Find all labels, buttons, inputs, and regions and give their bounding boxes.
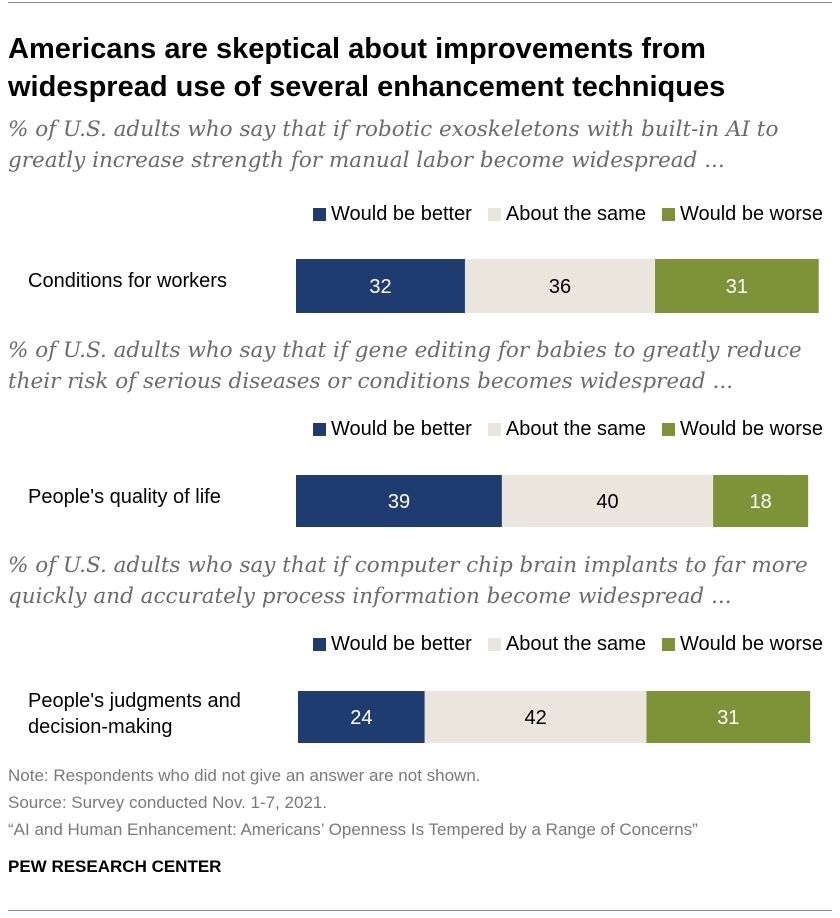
panel-3-subtitle-line-2: quickly and accurately process informati…	[8, 584, 732, 609]
pew-research-center-logo: PEW RESEARCH CENTER	[8, 857, 222, 876]
panel-1-subtitle: % of U.S. adults who say that if robotic…	[8, 114, 834, 176]
legend-label-same: About the same	[505, 202, 646, 225]
panel-3-stacked-bar: 24 42 31	[298, 691, 811, 743]
panel-1-stacked-bar: 32 36 31	[296, 259, 819, 313]
legend-swatch-better	[313, 207, 327, 221]
panel-1-subtitle-line-2: greatly increase strength for manual lab…	[8, 148, 725, 173]
panel-3-subtitle-line-1: % of U.S. adults who say that if compute…	[8, 553, 808, 578]
bottom-rule	[8, 910, 832, 911]
bar-segment-same	[464, 259, 656, 313]
panel-2-subtitle: % of U.S. adults who say that if gene ed…	[8, 335, 834, 397]
panel-2-legend: Would be better About the same Would be …	[297, 417, 823, 441]
panel-1-legend: Would be better About the same Would be …	[297, 202, 823, 226]
legend-label-worse: Would be worse	[679, 202, 823, 225]
legend-swatch-better	[313, 637, 327, 651]
panel-2-category-label: People's quality of life	[28, 486, 221, 508]
data-label-better: 24	[350, 707, 372, 729]
bar-segment-worse	[655, 259, 819, 313]
legend-item-better: Would be better	[313, 633, 472, 656]
report-title-text: “AI and Human Enhancement: Americans’ Op…	[8, 820, 698, 839]
legend-item-better: Would be better	[313, 418, 472, 441]
panel-2-subtitle-line-1: % of U.S. adults who say that if gene ed…	[8, 338, 802, 363]
bar-segment-same	[501, 475, 714, 527]
legend-item-worse: Would be worse	[661, 632, 823, 656]
legend-item-worse: Would be worse	[661, 417, 823, 441]
title-line-2: widespread use of several enhancement te…	[8, 71, 726, 103]
data-label-better: 39	[388, 491, 410, 513]
panel-2-stacked-bar: 39 40 18	[296, 475, 809, 527]
chart-title: Americans are skeptical about improvemen…	[8, 30, 834, 106]
bar-segment-better	[298, 691, 425, 743]
legend-item-same: About the same	[487, 632, 646, 656]
data-label-worse: 31	[717, 707, 739, 729]
legend-swatch-worse	[661, 637, 675, 651]
note-text: Note: Respondents who did not give an an…	[8, 766, 481, 785]
panel-3-subtitle: % of U.S. adults who say that if compute…	[8, 550, 834, 612]
data-label-same: 36	[549, 276, 571, 298]
legend-item-same: About the same	[487, 417, 646, 441]
legend-item-same: About the same	[487, 202, 646, 226]
legend-label-worse: Would be worse	[679, 632, 823, 655]
legend-label-same: About the same	[505, 417, 646, 440]
legend-label-better: Would be better	[331, 417, 472, 440]
data-label-worse: 18	[750, 491, 772, 513]
legend-label-better: Would be better	[331, 632, 472, 655]
bar-segment-better	[296, 259, 465, 313]
legend-swatch-same	[487, 422, 501, 436]
panel-1-subtitle-line-1: % of U.S. adults who say that if robotic…	[8, 117, 779, 142]
top-rule	[8, 2, 832, 3]
data-label-better: 32	[369, 276, 391, 298]
source-text: Source: Survey conducted Nov. 1-7, 2021.	[8, 793, 328, 812]
data-label-same: 42	[524, 707, 546, 729]
data-label-same: 40	[596, 491, 618, 513]
panel-3-category-line-2: decision-making	[28, 716, 173, 738]
legend-label-worse: Would be worse	[679, 417, 823, 440]
legend-item-better: Would be better	[313, 203, 472, 226]
legend-swatch-worse	[661, 422, 675, 436]
panel-2-subtitle-line-2: their risk of serious diseases or condit…	[8, 369, 734, 394]
legend-swatch-worse	[661, 207, 675, 221]
legend-swatch-better	[313, 422, 327, 436]
bar-segment-worse	[646, 691, 811, 743]
panel-3-category-label: People's judgments and decision-making	[28, 688, 278, 740]
panel-3-category-line-1: People's judgments and	[28, 690, 241, 712]
panel-3-legend: Would be better About the same Would be …	[297, 632, 823, 656]
data-label-worse: 31	[726, 276, 748, 298]
legend-label-same: About the same	[505, 632, 646, 655]
legend-swatch-same	[487, 637, 501, 651]
panel-1-category-label: Conditions for workers	[28, 270, 227, 292]
bar-segment-better	[296, 475, 502, 527]
legend-label-better: Would be better	[331, 202, 472, 225]
legend-item-worse: Would be worse	[661, 202, 823, 226]
bar-segment-same	[424, 691, 647, 743]
bar-segment-worse	[713, 475, 809, 527]
legend-swatch-same	[487, 207, 501, 221]
title-line-1: Americans are skeptical about improvemen…	[8, 33, 706, 65]
